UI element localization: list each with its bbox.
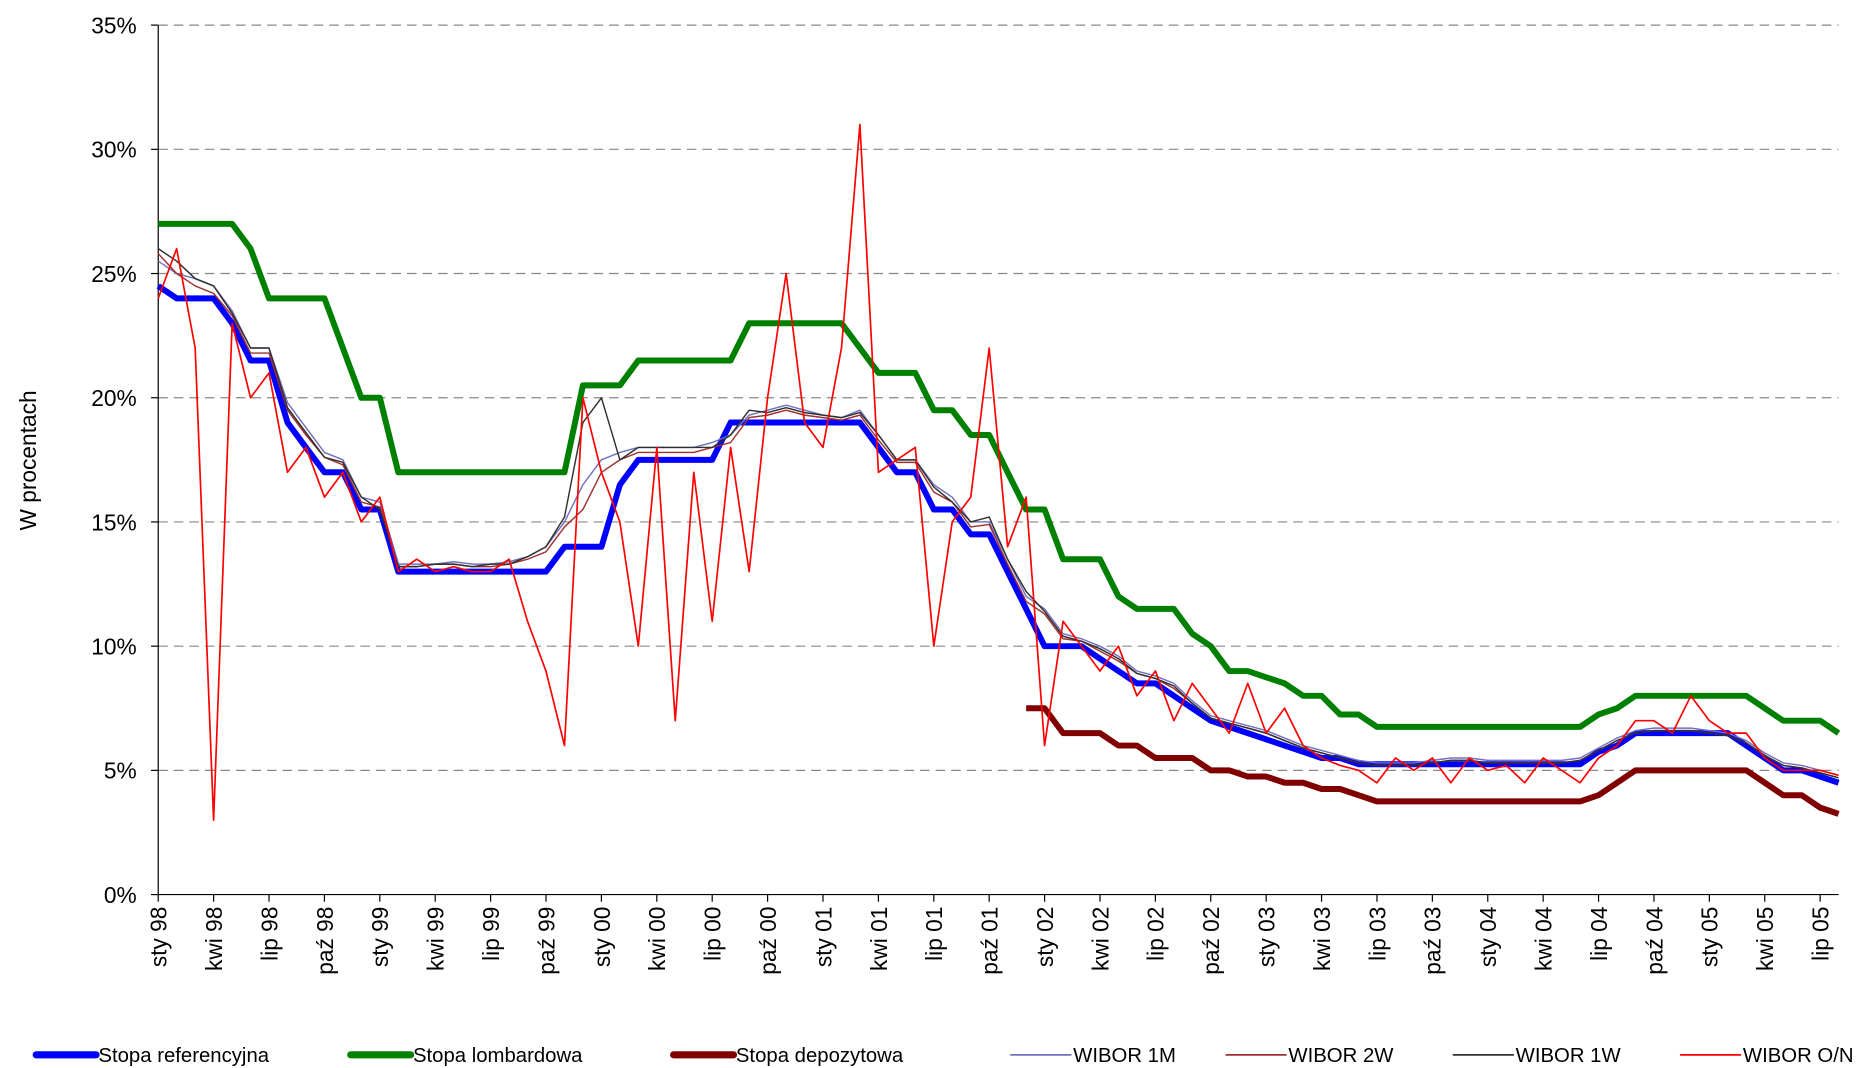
series-line	[156, 283, 1840, 786]
x-tick-label: paź 03	[1420, 907, 1446, 975]
x-tick-label: sty 03	[1254, 907, 1280, 968]
y-tick-label: 20%	[91, 385, 136, 411]
x-tick-label: sty 99	[367, 907, 393, 968]
x-tick-label: paź 99	[533, 907, 559, 975]
series-line	[157, 260, 1839, 777]
x-tick-label: lip 00	[700, 907, 726, 961]
y-axis-title: W procentach	[15, 390, 41, 530]
x-tick-label: lip 04	[1586, 907, 1612, 961]
x-tick-label: lip 02	[1143, 907, 1169, 961]
y-tick-label: 0%	[104, 882, 137, 908]
x-tick-label: lip 98	[256, 907, 282, 961]
x-tick-label: sty 98	[146, 907, 172, 968]
series-line	[1026, 705, 1840, 817]
y-tick-label: 10%	[91, 634, 136, 660]
y-tick-label: 15%	[91, 509, 136, 535]
series-line	[157, 253, 1839, 779]
x-tick-label: sty 02	[1032, 907, 1058, 968]
x-tick-label: paź 01	[977, 907, 1003, 975]
x-tick-label: lip 99	[478, 907, 504, 961]
x-tick-label: paź 00	[755, 907, 781, 975]
x-tick-label: kwi 04	[1531, 907, 1557, 971]
x-tick-label: kwi 99	[423, 907, 449, 971]
series-line	[158, 220, 1841, 736]
y-tick-label: 25%	[91, 261, 136, 287]
series-line	[157, 248, 1839, 779]
legend-label: WIBOR 2W	[1288, 1045, 1394, 1067]
series-line	[157, 123, 1839, 821]
y-tick-label: 5%	[104, 758, 137, 784]
legend-label: WIBOR 1W	[1516, 1045, 1622, 1067]
x-tick-label: paź 98	[312, 907, 338, 975]
legend-label: WIBOR 1M	[1073, 1045, 1176, 1067]
x-tick-label: sty 05	[1697, 907, 1723, 968]
x-tick-label: lip 03	[1364, 907, 1390, 961]
x-tick-label: sty 04	[1475, 907, 1501, 968]
y-tick-label: 35%	[91, 12, 136, 38]
legend-label: Stopa lombardowa	[413, 1045, 583, 1067]
x-tick-label: paź 02	[1198, 907, 1224, 975]
legend-label: Stopa referencyjna	[98, 1045, 269, 1067]
x-tick-label: kwi 02	[1087, 907, 1113, 971]
x-tick-label: kwi 03	[1309, 907, 1335, 971]
x-tick-label: lip 05	[1808, 907, 1834, 961]
x-tick-label: sty 00	[589, 907, 615, 968]
x-tick-label: sty 01	[810, 907, 836, 968]
x-tick-label: kwi 98	[201, 907, 227, 971]
x-tick-label: paź 04	[1641, 907, 1667, 975]
x-tick-label: kwi 05	[1752, 907, 1778, 971]
x-tick-label: kwi 01	[866, 907, 892, 971]
legend-label: WIBOR O/N	[1743, 1045, 1854, 1067]
legend-label: Stopa depozytowa	[736, 1045, 904, 1067]
x-tick-label: lip 01	[921, 907, 947, 961]
x-tick-label: kwi 00	[644, 907, 670, 971]
y-tick-label: 30%	[91, 137, 136, 163]
